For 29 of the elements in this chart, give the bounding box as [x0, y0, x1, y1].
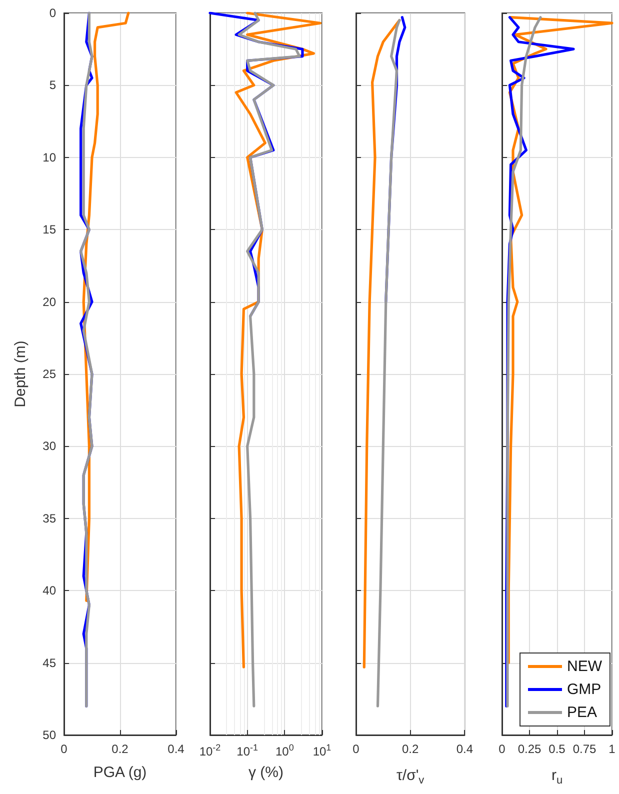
legend-label: PEA: [567, 704, 598, 721]
x-tick-label: 0: [60, 742, 68, 756]
y-tick-label: 5: [49, 78, 56, 92]
y-tick-label: 20: [42, 294, 56, 309]
y-tick-label: 0: [49, 6, 56, 20]
x-tick-label: 0.2: [112, 742, 129, 756]
x-tick-label: 0.4: [456, 742, 474, 756]
x-tick-label: 0.75: [572, 742, 596, 756]
x-tick-label: 0.4: [168, 742, 185, 756]
x-tick-label: 0: [498, 742, 506, 756]
y-tick-label: 15: [42, 222, 56, 237]
x-tick-label: 0: [352, 742, 360, 756]
x-axis-title: PGA (g): [93, 764, 147, 781]
y-tick-label: 30: [42, 439, 56, 454]
y-axis-title: Depth (m): [12, 340, 29, 408]
legend-label: NEW: [567, 658, 603, 675]
x-tick-label: 0.5: [548, 742, 566, 756]
y-tick-label: 50: [42, 728, 56, 742]
x-tick-label: 0.25: [518, 742, 542, 756]
y-tick-label: 40: [42, 584, 56, 598]
y-tick-label: 35: [42, 511, 56, 526]
legend-label: GMP: [567, 681, 602, 698]
x-tick-label: 1: [608, 742, 616, 756]
x-axis-title: γ (%): [248, 764, 284, 781]
y-tick-label: 10: [42, 150, 56, 164]
y-tick-label: 25: [42, 367, 56, 381]
line-series: [80, 12, 94, 708]
y-tick-label: 45: [42, 656, 56, 670]
x-tick-label: 0.2: [402, 742, 419, 756]
